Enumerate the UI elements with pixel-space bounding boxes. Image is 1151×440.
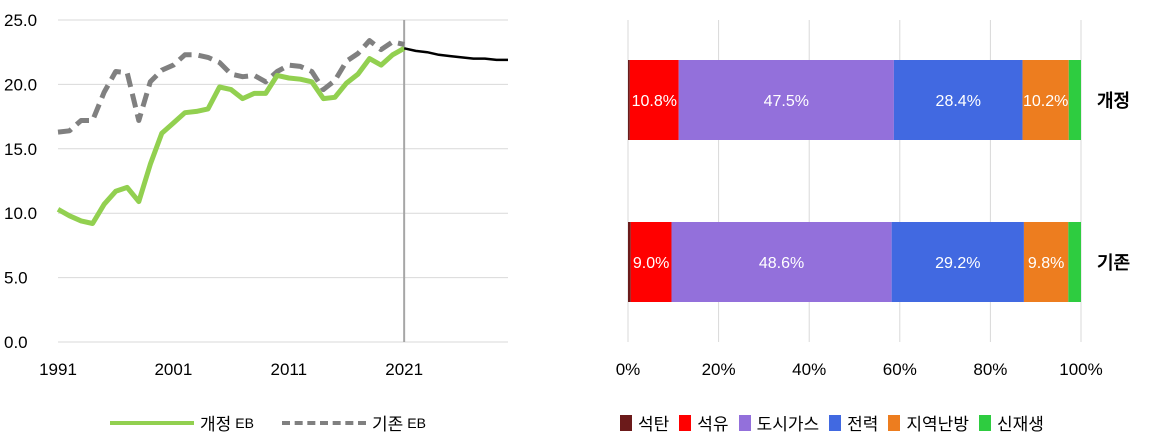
stacked-bar-chart: 0% 20% 40% 60% 80% 100% 10.8% 47.5% 28.4% 10.2% 개정… bbox=[616, 20, 1130, 379]
legend-swatch-revised bbox=[110, 420, 194, 425]
x-tick-label: 100% bbox=[1059, 360, 1102, 379]
x-tick-label: 1991 bbox=[39, 360, 77, 379]
legend-swatch-existing bbox=[281, 420, 366, 425]
bar-segment bbox=[893, 60, 1023, 140]
bar-segment bbox=[891, 222, 1024, 302]
bar-segment bbox=[628, 222, 631, 302]
series-line-existing bbox=[57, 38, 405, 135]
legend-swatch bbox=[738, 414, 751, 431]
bar-data-label: 29.2% bbox=[935, 255, 980, 272]
legend-item: 전력 bbox=[829, 410, 878, 435]
legend-label: 전력 bbox=[847, 415, 879, 434]
legend-label: 지역난방 bbox=[906, 415, 969, 434]
bar-data-label: 47.5% bbox=[764, 93, 809, 110]
legend-label-existing: 기존 bbox=[371, 415, 404, 434]
bar-segment bbox=[630, 222, 672, 302]
line-chart-legend: 개정 EB 기존 EB bbox=[110, 410, 454, 435]
legend-label-existing-suffix: EB bbox=[407, 414, 426, 431]
bar-segment bbox=[1022, 60, 1069, 140]
y-tick-label: 25.0 bbox=[4, 11, 37, 30]
bar-data-label: 10.2% bbox=[1023, 93, 1068, 110]
bar-data-label: 48.6% bbox=[759, 255, 804, 272]
line-chart-panel: 0.0 5.0 10.0 15.0 20.0 25.0 1991 2001 2011 2021 개… bbox=[0, 0, 560, 440]
bar-segment bbox=[629, 60, 679, 140]
legend-label-revised: 개정 bbox=[200, 415, 232, 434]
legend-item: 석유 bbox=[679, 410, 729, 435]
y-tick-label: 15.0 bbox=[4, 140, 37, 159]
legend-swatch bbox=[620, 414, 632, 431]
y-tick-label: 20.0 bbox=[4, 75, 37, 94]
x-tick-label: 40% bbox=[792, 360, 826, 379]
x-tick-label: 0% bbox=[616, 360, 641, 379]
category-label: 개정 bbox=[1097, 91, 1130, 111]
y-tick-label: 10.0 bbox=[4, 204, 37, 223]
category-label: 기존 bbox=[1097, 253, 1130, 273]
legend-swatch bbox=[829, 414, 842, 431]
line-chart: 0.0 5.0 10.0 15.0 20.0 25.0 1991 2001 2011 2021 bbox=[4, 11, 508, 379]
legend-label: 석탄 bbox=[638, 415, 670, 434]
bar-segment bbox=[1068, 222, 1081, 302]
x-tick-label: 2001 bbox=[154, 360, 192, 379]
x-tick-label: 20% bbox=[702, 360, 736, 379]
bar-segment bbox=[628, 60, 630, 140]
bar-segment bbox=[678, 60, 894, 140]
bar-segment bbox=[1023, 222, 1069, 302]
x-tick-label: 2011 bbox=[270, 360, 307, 379]
bar-data-label: 9.8% bbox=[1028, 255, 1064, 272]
stacked-bar-legend: 석탄 석유 도시가스 전력 지역난방 신재생 bbox=[620, 410, 1054, 435]
x-tick-label: 60% bbox=[883, 360, 917, 379]
legend-item: 도시가스 bbox=[738, 410, 820, 435]
bar-segment bbox=[1068, 60, 1081, 140]
legend-label: 신재생 bbox=[996, 415, 1044, 434]
legend-label: 도시가스 bbox=[756, 415, 820, 434]
legend-item: 지역난방 bbox=[888, 410, 969, 435]
y-tick-label: 0.0 bbox=[4, 333, 28, 352]
bar-data-label: 9.0% bbox=[633, 255, 669, 272]
bar-segment bbox=[671, 222, 892, 302]
legend-item: 신재생 bbox=[978, 410, 1044, 435]
legend-label-revised-suffix: EB bbox=[235, 414, 254, 431]
legend-swatch bbox=[888, 414, 901, 431]
legend-label: 석유 bbox=[697, 415, 729, 434]
legend-item-existing: 기존 EB bbox=[281, 410, 426, 435]
bar-data-label: 10.8% bbox=[632, 93, 677, 110]
series-line-revised bbox=[56, 46, 406, 226]
legend-swatch bbox=[978, 414, 991, 431]
x-tick-label: 80% bbox=[973, 360, 1007, 379]
bar-data-label: 28.4% bbox=[936, 93, 981, 110]
legend-item: 석탄 bbox=[620, 410, 669, 435]
legend-swatch bbox=[679, 414, 692, 431]
x-tick-label: 2021 bbox=[385, 360, 423, 379]
y-tick-label: 5.0 bbox=[4, 269, 28, 288]
legend-item-revised: 개정 EB bbox=[110, 410, 254, 435]
stacked-bar-panel: 0% 20% 40% 60% 80% 100% 10.8% 47.5% 28.4% 10.2% 개정… bbox=[560, 0, 1151, 440]
series-line-projection bbox=[403, 47, 508, 62]
